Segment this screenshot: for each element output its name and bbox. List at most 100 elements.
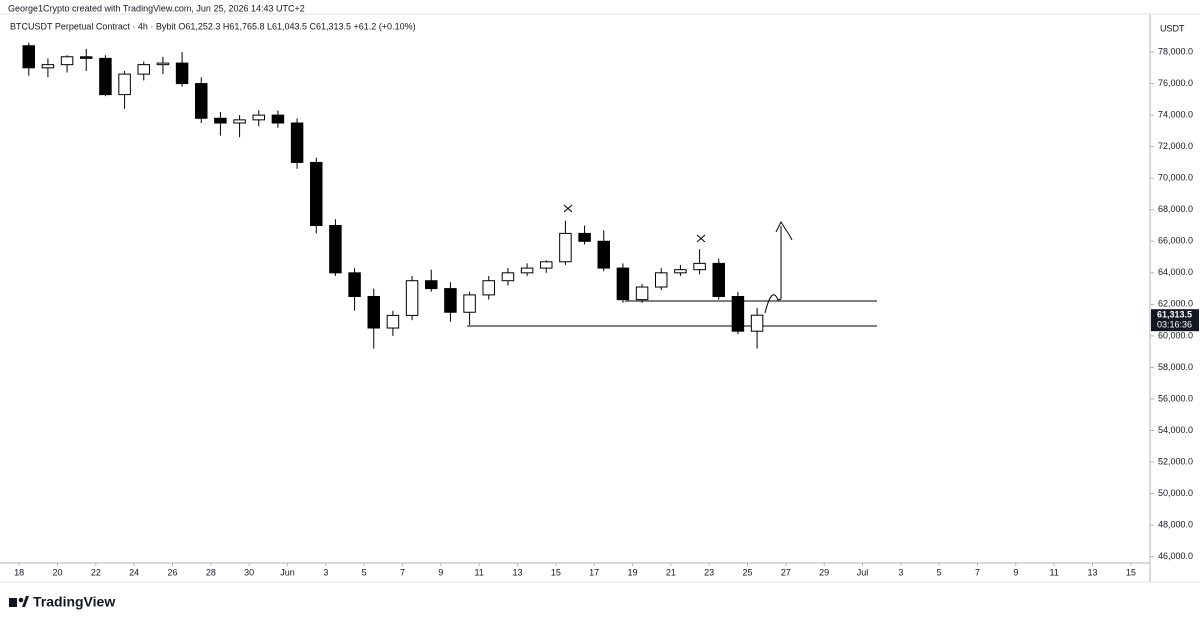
x-tick-label: 25 [742,567,752,577]
symbol-info: BTCUSDT Perpetual Contract · 4h · Bybit … [10,21,416,31]
candle-body [597,240,610,269]
y-tick-label: 48,000.0 [1158,520,1193,530]
candle-body [175,62,189,85]
y-tick-label: 62,000.0 [1158,299,1193,309]
x-tick-label: 9 [1013,567,1018,577]
x-tick-label: 11 [474,567,483,577]
attribution: George1Crypto created with TradingView.c… [8,3,305,13]
candle-body [137,64,150,75]
candle-body [195,83,208,119]
x-tick-label: 21 [666,567,676,577]
y-tick-label: 78,000.0 [1158,46,1193,56]
y-tick-label: 60,000.0 [1158,330,1193,340]
candle-body [118,73,131,96]
last-price-box [1151,309,1199,332]
y-tick-label: 72,000.0 [1158,141,1193,151]
candle-body [329,225,342,274]
y-tick-label: 76,000.0 [1158,78,1193,88]
logo-mark [18,597,24,603]
y-tick-label: 52,000.0 [1158,456,1193,466]
y-tick-label: 64,000.0 [1158,267,1193,277]
candle-body [233,119,246,124]
cross-marker [696,234,706,243]
candle-body [520,267,534,274]
last-price-label: 61,313.5 [1157,310,1192,320]
x-tick-label: 24 [129,567,139,577]
x-tick-label: 13 [1087,567,1097,577]
candle-body [271,114,285,124]
candle-body [540,261,553,269]
x-tick-label: 17 [589,567,599,577]
candle-body [578,232,591,242]
countdown: 03:16:36 [1157,320,1192,330]
x-tick-label: 15 [1126,567,1136,577]
x-tick-label: 15 [551,567,561,577]
candle-body [712,262,725,297]
y-tick-label: 50,000.0 [1158,488,1193,498]
y-tick-label: 46,000.0 [1158,551,1193,561]
projection-arrow [764,220,793,314]
x-tick-label: 22 [91,567,101,577]
x-tick-label: 3 [898,567,903,577]
candle-body [310,161,323,227]
x-tick-label: 7 [400,567,405,577]
x-tick-label: 13 [512,567,522,577]
candle-body [501,272,515,282]
x-tick-label: 28 [206,567,216,577]
candle-body [425,280,438,290]
x-tick-label: 20 [52,567,62,577]
y-tick-label: 66,000.0 [1158,236,1193,246]
y-tick-label: 70,000.0 [1158,173,1193,183]
x-tick-label: Jun [280,567,295,577]
candle-body [348,272,361,297]
candle-body [252,114,265,121]
x-tick-label: 9 [438,567,443,577]
candle-body [750,314,764,332]
axis-unit: USDT [1160,23,1185,33]
x-tick-label: 19 [627,567,637,577]
y-tick-label: 74,000.0 [1158,109,1193,119]
x-tick-label: 29 [819,567,829,577]
candle-body [731,295,745,332]
x-tick-label: 18 [14,567,24,577]
candle-body [616,267,630,301]
x-tick-label: 5 [937,567,942,577]
x-tick-label: Jul [857,567,869,577]
candle-body [482,280,495,296]
candle-body [559,232,572,263]
x-tick-label: 27 [781,567,791,577]
candle-body [22,45,35,69]
candle-body [693,262,706,271]
x-tick-label: 26 [167,567,177,577]
logo-text: TradingView [33,594,115,610]
candle-body [635,286,649,301]
x-tick-label: 30 [244,567,254,577]
candle-body [367,295,380,329]
logo-mark [9,598,17,607]
candle-body [156,62,170,66]
candle-body [463,294,476,313]
candle-body [99,57,112,96]
candle-body [674,269,687,274]
logo-mark [22,596,29,607]
candle-body [290,122,304,163]
y-tick-label: 58,000.0 [1158,362,1193,372]
x-tick-label: 5 [362,567,367,577]
x-tick-label: 7 [975,567,980,577]
candle-body [444,288,457,313]
y-tick-label: 56,000.0 [1158,393,1193,403]
candle-body [655,272,668,288]
cross-marker [563,204,573,213]
candle-body [214,117,227,124]
candle-body [386,314,400,329]
x-tick-label: 3 [323,567,328,577]
x-tick-label: 23 [704,567,714,577]
logo: TradingView [9,594,115,610]
candle-body [405,280,419,316]
candle-body [80,56,93,59]
y-tick-label: 68,000.0 [1158,204,1193,214]
x-tick-label: 11 [1049,567,1058,577]
